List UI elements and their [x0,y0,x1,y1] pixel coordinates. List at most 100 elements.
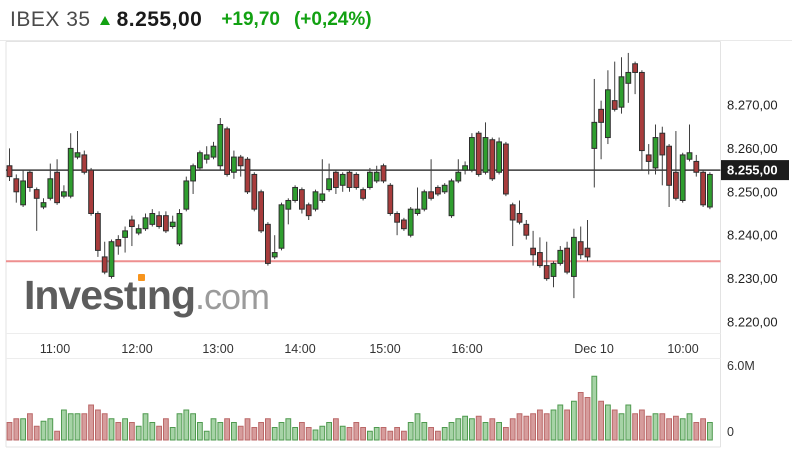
volume-bar [645,415,652,441]
volume-bar [33,425,40,441]
candle-body [380,165,387,182]
candle-body [13,178,20,193]
price-axis-label: 8.260,00 [727,141,778,156]
candle-body [312,191,319,210]
volume-bar [482,422,489,441]
volume-bar [441,427,448,441]
candle-body [231,156,237,173]
volume-bar [203,430,210,441]
candle-body [537,252,543,267]
price-axis-label: 8.250,00 [727,184,778,199]
time-axis-label: 13:00 [202,342,233,356]
up-arrow-icon [99,15,110,25]
candle-body [156,215,162,228]
volume-axis-top-label: 6.0M [727,359,755,373]
volume-axis-zero-label: 0 [727,425,734,439]
time-axis-label: 12:00 [121,342,152,356]
volume-bar [244,418,251,441]
candle-body [129,219,135,228]
time-axis-label: Dec 10 [574,342,614,356]
price-axis-label: 8.240,00 [727,228,778,243]
volume-bar [360,427,367,441]
candle-body [652,137,659,169]
candle-body [639,71,645,152]
volume-bar [20,418,27,441]
volume-bar [401,430,407,441]
volume-bar [101,413,108,441]
volume-bar [469,418,475,441]
volume-bar [584,397,591,441]
volume-bar [190,413,196,441]
candle-body [319,193,326,201]
candle-body [659,132,666,156]
candle-body [503,143,509,195]
candle-body [407,208,414,236]
volume-bar [122,418,128,441]
volume-bar [666,418,673,441]
candle-body [74,152,81,158]
candle-body [666,145,673,186]
volume-bar [652,413,659,441]
candle-body [149,213,156,225]
candle-body [54,171,61,204]
volume-bar [67,413,74,441]
candle-body [115,239,122,247]
candle-body [448,180,455,217]
volume-bar [428,427,435,441]
volume-bar [679,418,686,441]
candle-body [101,256,108,273]
candle-body [6,165,13,178]
candle-body [598,108,605,123]
volume-bar [686,413,693,441]
candle-body [244,158,251,193]
volume-bar [299,422,305,441]
volume-bar [591,375,598,441]
candle-body [625,71,632,84]
volume-bar [305,427,312,441]
volume-bar [169,427,176,441]
volume-bar [380,427,387,441]
candle-body [33,189,40,199]
candle-body [61,191,67,197]
volume-bar [632,413,639,441]
volume-bar [509,418,516,441]
time-axis-label: 10:00 [667,342,698,356]
candle-body [516,213,523,223]
candle-body [326,178,333,191]
candle-body [475,132,482,175]
candle-body [360,189,367,199]
candle-body [190,165,196,182]
price-change: +19,70 [221,9,280,30]
volume-bar [231,422,237,441]
volume-bar [673,415,679,441]
candle-body [707,173,713,208]
candle-body [203,154,210,160]
volume-bar [605,404,611,441]
candle-body [679,154,686,201]
volume-bar [598,400,605,441]
candle-body [95,213,101,251]
candle-body [27,171,33,188]
volume-bar [210,418,217,441]
volume-bar [435,430,441,441]
watermark-brand: Investı ng [24,272,196,318]
volume-bar [312,429,319,441]
candle-body [543,265,550,280]
candle-body [142,217,149,230]
candle-body [605,89,611,139]
volume-bar [108,418,115,441]
volume-bar [163,418,169,441]
candle-body [305,204,312,217]
instrument-header: IBEX 35 8.255,00 +19,70 (+0,24%) [10,0,372,40]
candle-body [237,156,244,167]
volume-bar [326,422,333,441]
volume-bar [373,427,380,441]
volume-bar [176,413,183,441]
instrument-name: IBEX 35 [10,8,91,31]
candle-body [81,154,88,173]
volume-bar [557,404,564,441]
volume-bar [503,427,509,441]
candle-body [611,100,618,110]
volume-bar [197,422,203,441]
